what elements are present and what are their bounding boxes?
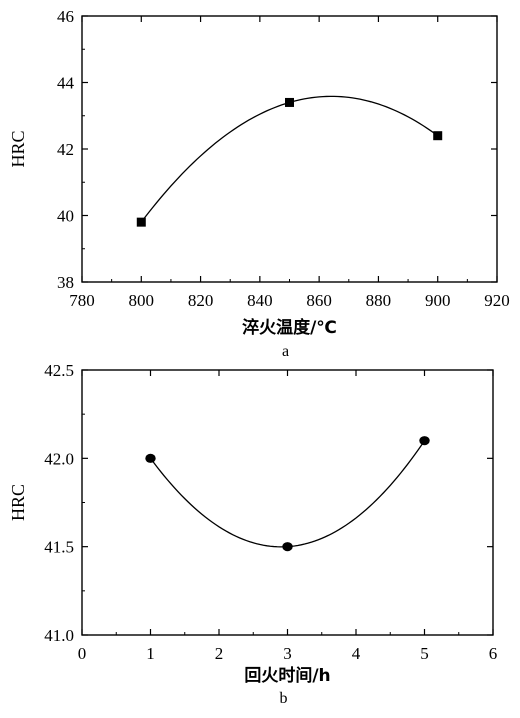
x-tick-label: 840 — [247, 291, 273, 310]
x-tick-label: 2 — [215, 644, 224, 663]
x-tick-label: 880 — [366, 291, 392, 310]
y-tick-label: 38 — [57, 273, 74, 292]
chart-b: 0 1 2 3 4 5 6 41.0 41.5 42.0 42.5 回火时间/h HRC b — [8, 361, 497, 707]
x-axis-title: 回火时间/h — [244, 665, 330, 686]
y-tick-label: 41.0 — [44, 626, 74, 645]
fit-curve — [140, 95, 439, 223]
x-tick-label: 5 — [420, 644, 429, 663]
y-tick-label: 40 — [57, 207, 74, 226]
panel-label: b — [280, 690, 288, 707]
y-tick-label: 42 — [57, 140, 74, 159]
x-axis-title: 淬火温度/℃ — [242, 317, 337, 338]
data-point-square — [136, 217, 146, 227]
y-tick-label: 44 — [57, 74, 75, 93]
data-point-circle — [145, 453, 156, 463]
chart-a: 780 800 820 840 860 880 900 920 38 40 42 44 46 淬火温度/℃… — [8, 7, 510, 360]
plot-frame — [81, 15, 498, 283]
data-point-square — [285, 97, 294, 107]
x-tick-label: 900 — [425, 291, 451, 310]
y-axis-title: HRC — [8, 130, 28, 167]
x-tick-label: 4 — [352, 644, 361, 663]
y-tick-label: 42.0 — [44, 449, 74, 468]
x-tick-label: 3 — [283, 644, 292, 663]
x-tick-label: 920 — [484, 291, 510, 310]
plot-frame — [81, 369, 494, 636]
x-tick-label: 780 — [69, 291, 95, 310]
y-tick-label: 42.5 — [44, 361, 74, 380]
data-point-square — [433, 131, 443, 141]
panel-label: a — [282, 343, 289, 360]
x-tick-label: 0 — [78, 644, 87, 663]
x-tick-label: 6 — [489, 644, 498, 663]
y-tick-label: 41.5 — [44, 538, 74, 557]
x-tick-label: 800 — [129, 291, 155, 310]
y-tick-label: 46 — [57, 7, 74, 26]
y-axis-title: HRC — [8, 484, 28, 521]
x-tick-label: 820 — [188, 291, 214, 310]
data-point-circle — [419, 436, 430, 446]
data-point-circle — [282, 542, 293, 552]
fit-curve — [149, 440, 426, 548]
x-tick-label: 1 — [146, 644, 155, 663]
x-tick-label: 860 — [306, 291, 332, 310]
